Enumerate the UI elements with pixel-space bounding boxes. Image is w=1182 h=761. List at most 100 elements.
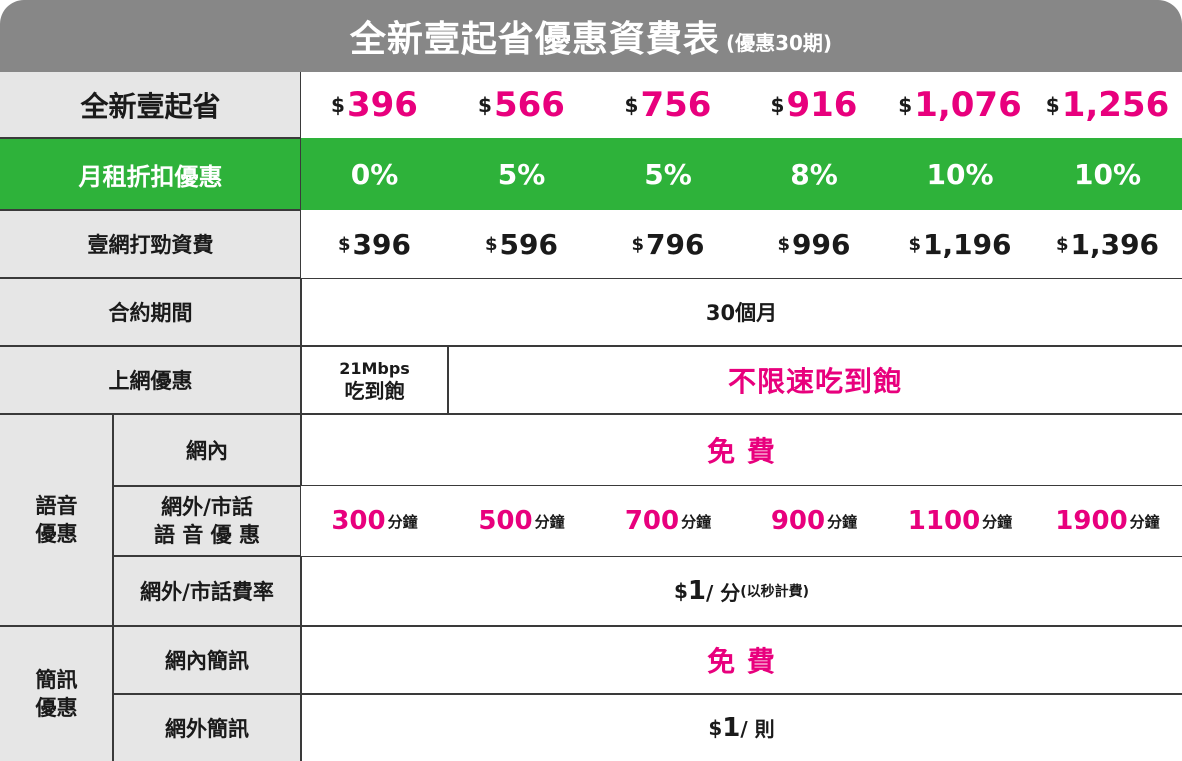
grid-vline [112, 414, 114, 761]
plan-minutes-value: 1900 [1055, 506, 1128, 536]
discount-label: 月租折扣優惠 [0, 138, 301, 210]
plan-discount-value: 10% [926, 157, 994, 191]
grid-hline [0, 345, 1182, 347]
plan-original-cell: $396 [301, 210, 448, 278]
voice-rate-label-text: 網外/市話費率 [140, 580, 274, 604]
voice-group-line1: 語音 [35, 494, 78, 518]
plan-discount-value: 5% [644, 157, 692, 191]
plan-minutes-cell: 1900 分鐘 [1033, 486, 1182, 556]
voice-rate-unit: / 分 [705, 580, 741, 605]
plan-price-currency: $ [770, 93, 785, 117]
plan-original-value: 1,396 [1070, 227, 1160, 261]
plan-original-currency: $ [908, 233, 921, 255]
data-unlimited-text: 吃到飽 [344, 379, 405, 403]
plan-discount-value: 8% [790, 157, 838, 191]
plan-discount-cell: 10% [1033, 138, 1182, 210]
plan-discount-cell: 5% [448, 138, 595, 210]
voice-onnet-label-text: 網內 [186, 439, 228, 463]
voice-onnet-value-text: 免 費 [707, 435, 776, 468]
data-label-text: 上網優惠 [108, 369, 193, 393]
sms-offnet-unit: / 則 [740, 717, 775, 741]
plan-original-value: 796 [646, 227, 705, 261]
plan-price-currency: $ [478, 93, 492, 117]
sms-group-line2: 優惠 [35, 695, 78, 720]
voice-offnet-label-line1: 網外/市話 [161, 495, 253, 519]
plan-original-cell: $796 [595, 210, 741, 278]
original-price-label-text: 壹網打勁資費 [87, 233, 214, 257]
plan-price-cell: $566 [448, 72, 595, 138]
plan-name-text: 全新壹起省 [80, 90, 221, 123]
sms-group-label: 簡訊 優惠 [0, 626, 113, 761]
data-first-plan: 21Mbps 吃到飽 [301, 346, 448, 414]
plan-original-currency: $ [338, 233, 351, 255]
plan-price-currency: $ [1045, 93, 1060, 117]
voice-offnet-label-line2: 語 音 優 惠 [154, 523, 260, 547]
plan-minutes-value: 1100 [907, 506, 981, 536]
original-price-label: 壹網打勁資費 [0, 210, 301, 278]
plan-original-value: 996 [792, 227, 851, 261]
plan-original-currency: $ [485, 233, 498, 255]
plan-minutes-unit: 分鐘 [1129, 512, 1160, 531]
voice-rate-number: 1 [687, 576, 706, 606]
data-unlimited-value: 不限速吃到飽 [448, 346, 1182, 414]
sms-onnet-value: 免 費 [301, 626, 1182, 694]
sms-onnet-value-text: 免 費 [707, 645, 776, 678]
voice-rate-note: (以秒計費) [740, 584, 810, 600]
voice-onnet-label: 網內 [113, 414, 301, 486]
sms-onnet-label-text: 網內簡訊 [165, 649, 249, 673]
plan-minutes-value: 300 [331, 506, 386, 536]
plan-minutes-cell: 900 分鐘 [741, 486, 887, 556]
plan-price-currency: $ [331, 93, 345, 117]
sms-onnet-label: 網內簡訊 [113, 626, 301, 694]
plan-name-label: 全新壹起省 [0, 72, 301, 138]
plan-original-cell: $596 [448, 210, 595, 278]
plan-minutes-value: 900 [770, 506, 826, 536]
sms-offnet-value: $1 / 則 [301, 694, 1182, 761]
contract-label-text: 合約期間 [108, 301, 193, 325]
data-unlimited-rest-text: 不限速吃到飽 [727, 365, 902, 398]
plan-discount-value: 5% [497, 157, 546, 191]
grid-vline [447, 346, 449, 414]
plan-discount-value: 10% [1073, 157, 1142, 191]
plan-price-cell: $1,076 [887, 72, 1033, 138]
sms-offnet-number: 1 [722, 712, 741, 743]
plan-minutes-unit: 分鐘 [534, 512, 565, 531]
plan-price-value: 566 [493, 85, 565, 125]
table-subtitle: (優惠30期) [725, 30, 833, 55]
grid-vline [300, 72, 302, 761]
plan-price-currency: $ [624, 93, 639, 117]
plan-price-cell: $916 [741, 72, 887, 138]
plan-minutes-value: 700 [624, 506, 680, 536]
contract-value: 30個月 [301, 278, 1182, 346]
plan-price-cell: $396 [301, 72, 448, 138]
plan-discount-value: 0% [350, 157, 399, 191]
grid-hline [113, 555, 1182, 557]
plan-discount-cell: 10% [887, 138, 1033, 210]
plan-original-cell: $996 [741, 210, 887, 278]
grid-hline [113, 693, 1182, 695]
discount-label-text: 月租折扣優惠 [78, 162, 223, 191]
plan-original-value: 596 [499, 227, 558, 261]
plan-minutes-unit: 分鐘 [982, 512, 1013, 531]
data-speed-text: 21Mbps [339, 359, 410, 378]
plan-original-cell: $1,396 [1033, 210, 1182, 278]
contract-label: 合約期間 [0, 278, 301, 346]
plan-original-currency: $ [631, 233, 645, 255]
plan-original-currency: $ [777, 233, 791, 255]
plan-discount-cell: 8% [741, 138, 887, 210]
grid-hline [0, 625, 1182, 627]
plan-minutes-cell: 300 分鐘 [301, 486, 448, 556]
plan-minutes-unit: 分鐘 [827, 512, 858, 531]
sms-offnet-label: 網外簡訊 [113, 694, 301, 761]
plan-price-cell: $756 [595, 72, 741, 138]
plan-original-currency: $ [1055, 233, 1069, 255]
sms-offnet-currency: $ [708, 715, 723, 740]
plan-original-value: 396 [352, 227, 411, 261]
plan-price-value: 916 [786, 85, 858, 125]
plan-minutes-cell: 700 分鐘 [595, 486, 741, 556]
plan-discount-cell: 5% [595, 138, 741, 210]
data-label: 上網優惠 [0, 346, 301, 414]
voice-onnet-value: 免 費 [301, 414, 1182, 486]
plan-minutes-unit: 分鐘 [681, 512, 712, 531]
plan-price-value: 1,076 [914, 85, 1022, 125]
